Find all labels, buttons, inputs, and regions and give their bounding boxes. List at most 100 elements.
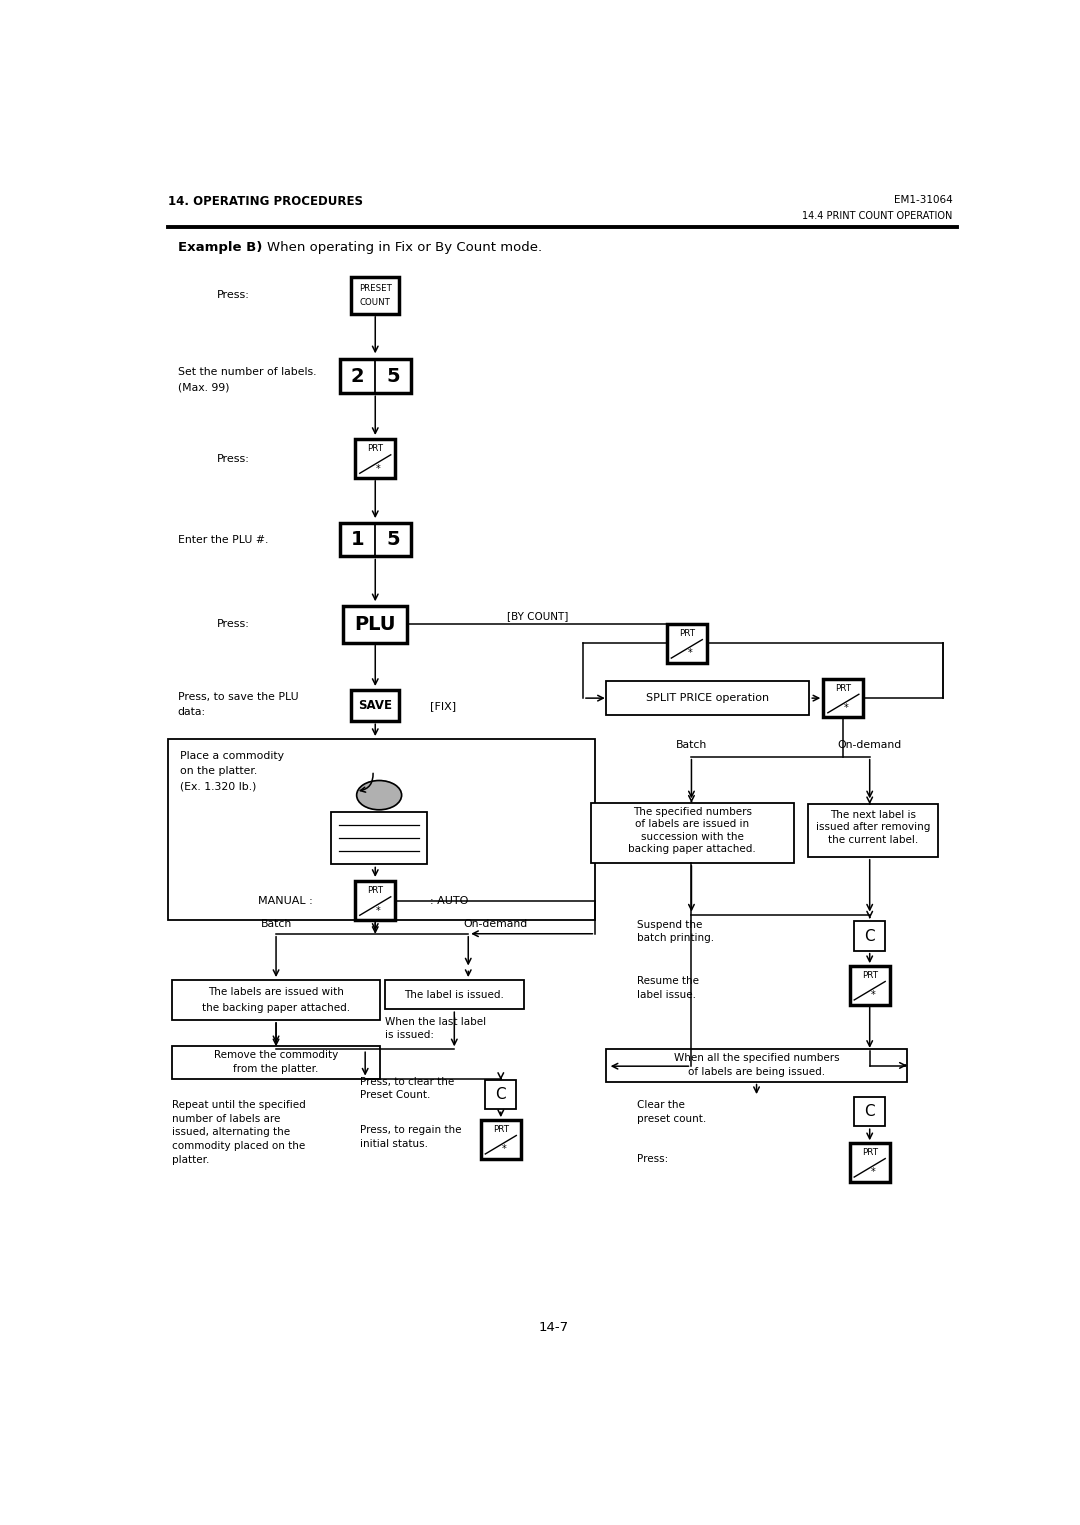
Bar xyxy=(355,881,395,920)
Text: on the platter.: on the platter. xyxy=(180,766,257,776)
Text: is issued:: is issued: xyxy=(384,1031,433,1040)
Text: from the platter.: from the platter. xyxy=(233,1064,319,1074)
Text: issued after removing: issued after removing xyxy=(815,822,930,833)
Bar xyxy=(351,691,400,721)
Bar xyxy=(606,682,809,715)
Text: PRT: PRT xyxy=(862,971,878,981)
Text: Press:: Press: xyxy=(216,619,249,630)
Text: PLU: PLU xyxy=(354,615,396,634)
Text: MANUAL :: MANUAL : xyxy=(258,895,312,906)
Text: [BY COUNT]: [BY COUNT] xyxy=(508,612,569,622)
Text: SAVE: SAVE xyxy=(359,700,392,712)
Text: Batch: Batch xyxy=(676,740,707,750)
Text: The next label is: The next label is xyxy=(829,810,916,820)
Text: (Ex. 1.320 lb.): (Ex. 1.320 lb.) xyxy=(180,782,256,791)
Text: 14. OPERATING PROCEDURES: 14. OPERATING PROCEDURES xyxy=(167,195,363,207)
Bar xyxy=(823,679,864,717)
Bar xyxy=(481,1119,521,1159)
Text: of labels are issued in: of labels are issued in xyxy=(635,819,750,830)
Text: Press, to clear the: Press, to clear the xyxy=(360,1077,454,1087)
Bar xyxy=(850,967,890,1005)
Bar xyxy=(850,1144,890,1182)
Bar xyxy=(167,740,595,920)
Bar xyxy=(485,1080,516,1109)
Text: The labels are issued with: The labels are issued with xyxy=(208,987,345,997)
Bar xyxy=(343,605,407,642)
Text: PRESET: PRESET xyxy=(359,284,392,293)
Text: PRT: PRT xyxy=(678,628,694,637)
Bar xyxy=(808,804,937,857)
Text: C: C xyxy=(496,1087,507,1103)
Text: *: * xyxy=(501,1144,507,1154)
Text: 1: 1 xyxy=(351,531,364,549)
Text: *: * xyxy=(376,906,381,915)
Text: Suspend the: Suspend the xyxy=(637,920,703,930)
Bar xyxy=(666,624,707,663)
Text: commodity placed on the: commodity placed on the xyxy=(172,1141,306,1151)
Text: Press, to save the PLU: Press, to save the PLU xyxy=(177,692,298,702)
Text: issued, alternating the: issued, alternating the xyxy=(172,1127,291,1138)
Text: Place a commodity: Place a commodity xyxy=(180,750,284,761)
Text: On-demand: On-demand xyxy=(838,740,902,750)
Text: Example B): Example B) xyxy=(177,241,262,253)
Text: EM1-31064: EM1-31064 xyxy=(894,195,953,204)
Text: *: * xyxy=(688,648,692,659)
Text: Preset Count.: Preset Count. xyxy=(360,1090,430,1101)
Bar xyxy=(591,802,794,863)
Text: succession with the: succession with the xyxy=(640,831,744,842)
Text: PRT: PRT xyxy=(862,1148,878,1157)
Text: the current label.: the current label. xyxy=(827,834,918,845)
Bar xyxy=(339,360,410,393)
Text: 14-7: 14-7 xyxy=(539,1322,568,1334)
Text: (Max. 99): (Max. 99) xyxy=(177,383,229,392)
Text: number of labels are: number of labels are xyxy=(172,1113,281,1124)
Text: SPLIT PRICE operation: SPLIT PRICE operation xyxy=(646,694,769,703)
Text: Clear the: Clear the xyxy=(637,1100,685,1110)
Text: *: * xyxy=(845,703,849,714)
Text: 14.4 PRINT COUNT OPERATION: 14.4 PRINT COUNT OPERATION xyxy=(802,212,953,221)
Text: 5: 5 xyxy=(387,531,400,549)
Ellipse shape xyxy=(356,781,402,810)
Text: 5: 5 xyxy=(387,368,400,386)
Bar xyxy=(172,1046,380,1078)
Text: Press, to regain the: Press, to regain the xyxy=(360,1125,461,1135)
Text: Press:: Press: xyxy=(637,1153,669,1164)
Text: Set the number of labels.: Set the number of labels. xyxy=(177,366,316,377)
Bar xyxy=(384,981,524,1010)
Text: platter.: platter. xyxy=(172,1154,210,1165)
Text: Batch: Batch xyxy=(260,918,292,929)
Text: Press:: Press: xyxy=(216,453,249,464)
Text: of labels are being issued.: of labels are being issued. xyxy=(688,1068,825,1077)
Text: batch printing.: batch printing. xyxy=(637,933,714,944)
Text: initial status.: initial status. xyxy=(360,1139,428,1148)
Bar xyxy=(854,1096,886,1127)
Bar xyxy=(854,921,886,950)
Text: C: C xyxy=(864,1104,875,1119)
Bar xyxy=(355,439,395,477)
Text: On-demand: On-demand xyxy=(463,918,527,929)
Text: COUNT: COUNT xyxy=(360,299,391,308)
Text: When operating in Fix or By Count mode.: When operating in Fix or By Count mode. xyxy=(267,241,542,253)
Text: *: * xyxy=(870,1168,875,1177)
Text: PRT: PRT xyxy=(492,1125,509,1133)
Bar xyxy=(339,523,410,557)
Bar xyxy=(172,981,380,1020)
Text: label issue.: label issue. xyxy=(637,990,697,1000)
Text: [FIX]: [FIX] xyxy=(430,702,457,711)
Text: When the last label: When the last label xyxy=(384,1017,486,1028)
Text: PRT: PRT xyxy=(367,444,383,453)
Bar xyxy=(606,1049,907,1081)
Text: C: C xyxy=(864,929,875,944)
Text: preset count.: preset count. xyxy=(637,1113,706,1124)
Text: PRT: PRT xyxy=(367,886,383,895)
Text: Remove the commodity: Remove the commodity xyxy=(214,1051,338,1060)
Text: : AUTO: : AUTO xyxy=(430,895,469,906)
Bar xyxy=(332,813,428,865)
Text: Repeat until the specified: Repeat until the specified xyxy=(172,1100,306,1110)
Bar xyxy=(351,278,400,314)
Text: *: * xyxy=(376,464,381,474)
Text: PRT: PRT xyxy=(835,683,851,692)
Text: Enter the PLU #.: Enter the PLU #. xyxy=(177,534,268,544)
Text: backing paper attached.: backing paper attached. xyxy=(629,843,756,854)
Text: the backing paper attached.: the backing paper attached. xyxy=(202,1002,350,1013)
